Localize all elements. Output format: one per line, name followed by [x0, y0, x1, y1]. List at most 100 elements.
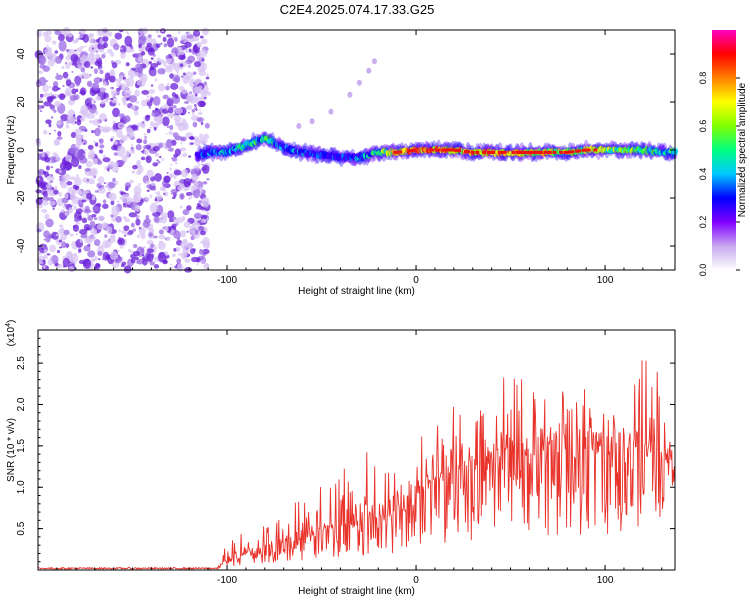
noise-speck: [187, 32, 191, 36]
noise-speck: [93, 77, 102, 84]
noise-speck: [166, 34, 172, 38]
noise-speck: [164, 61, 167, 64]
ridge-peak: [534, 150, 539, 154]
noise-speck: [113, 140, 119, 145]
arc-point: [356, 79, 362, 86]
noise-speck: [112, 177, 116, 183]
noise-speck: [157, 160, 161, 164]
noise-speck: [86, 178, 90, 182]
noise-speck: [189, 95, 196, 104]
noise-speck: [152, 162, 159, 167]
noise-speck: [88, 225, 93, 230]
noise-speck: [84, 168, 91, 172]
noise-speck: [68, 207, 74, 214]
x-tick-label: -100: [217, 275, 237, 286]
noise-speck: [45, 119, 52, 125]
spectrogram-noise-region: [34, 26, 212, 274]
noise-speck: [94, 236, 97, 240]
noise-speck: [196, 173, 200, 176]
noise-speck: [59, 246, 63, 249]
noise-speck: [177, 185, 184, 191]
noise-speck: [203, 96, 207, 99]
noise-speck: [179, 193, 185, 200]
noise-speck: [70, 53, 79, 63]
figure-title: C2E4.2025.074.17.33.G25: [280, 2, 435, 17]
noise-speck: [57, 249, 61, 254]
noise-speck: [201, 164, 210, 175]
noise-speck: [42, 190, 49, 197]
noise-speck: [173, 247, 177, 252]
noise-speck: [42, 259, 46, 263]
noise-speck: [40, 152, 46, 158]
noise-speck: [137, 165, 144, 174]
noise-speck: [95, 263, 101, 268]
noise-speck: [83, 208, 92, 214]
noise-speck: [130, 250, 134, 254]
noise-speck: [165, 236, 171, 241]
colorbar-tick-label: 0.6: [698, 120, 708, 133]
noise-speck: [157, 251, 167, 263]
ridge-peak: [393, 150, 398, 154]
noise-speck: [89, 73, 92, 76]
noise-speck: [67, 61, 73, 66]
noise-speck: [68, 266, 75, 272]
ridge-peak: [520, 150, 525, 154]
noise-speck: [176, 258, 182, 265]
noise-speck: [143, 145, 148, 150]
noise-speck: [98, 138, 104, 144]
noise-speck: [66, 181, 73, 186]
noise-speck: [147, 34, 152, 38]
noise-speck: [74, 121, 77, 124]
noise-speck: [129, 179, 134, 184]
noise-speck: [78, 32, 82, 35]
noise-speck: [88, 33, 93, 39]
noise-speck: [194, 104, 197, 107]
noise-speck: [187, 155, 192, 158]
noise-speck: [56, 136, 63, 140]
noise-speck: [127, 69, 135, 77]
noise-speck: [156, 159, 159, 162]
x-tick-label: 100: [597, 275, 614, 286]
noise-speck: [193, 61, 201, 68]
noise-speck: [110, 138, 113, 142]
noise-speck: [99, 87, 106, 93]
noise-speck: [132, 195, 139, 203]
noise-speck: [173, 175, 177, 180]
ridge-peak: [436, 148, 441, 152]
noise-speck: [122, 216, 127, 220]
noise-speck: [142, 246, 146, 249]
noise-speck: [93, 100, 97, 103]
noise-speck: [75, 134, 80, 139]
x-tick-label: 100: [597, 575, 614, 586]
noise-speck: [128, 212, 137, 218]
noise-speck: [146, 253, 154, 262]
noise-speck: [72, 225, 76, 228]
noise-speck: [97, 245, 104, 249]
noise-speck: [45, 236, 51, 243]
noise-speck: [163, 175, 171, 184]
noise-speck: [88, 120, 94, 124]
noise-speck: [108, 161, 115, 168]
noise-speck: [86, 74, 90, 77]
arc-point: [371, 58, 377, 65]
noise-speck: [182, 209, 190, 216]
noise-speck: [183, 221, 191, 228]
spectrogram-marks: [194, 58, 678, 167]
noise-speck: [134, 204, 141, 212]
noise-speck: [78, 165, 82, 170]
noise-speck: [124, 218, 131, 223]
noise-speck: [88, 171, 95, 177]
noise-speck: [111, 62, 118, 69]
noise-speck: [196, 41, 203, 48]
noise-speck: [180, 75, 184, 78]
ridge-peak: [454, 148, 459, 152]
noise-speck: [113, 152, 119, 156]
noise-speck: [114, 161, 119, 168]
noise-speck: [76, 47, 83, 53]
noise-speck: [118, 102, 121, 106]
noise-speck: [152, 96, 161, 106]
noise-speck: [62, 257, 70, 268]
noise-speck: [80, 37, 84, 41]
noise-speck: [148, 105, 152, 109]
noise-speck: [199, 109, 202, 112]
